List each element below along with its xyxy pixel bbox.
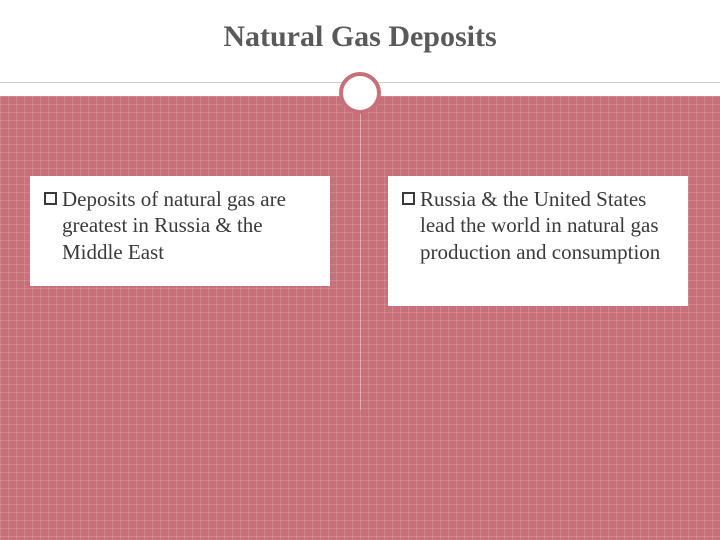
circle-ornament-icon (339, 72, 381, 114)
square-bullet-icon (44, 192, 57, 205)
list-item: Russia & the United States lead the worl… (402, 186, 674, 265)
bullet-text: Deposits of natural gas are greatest in … (62, 186, 316, 265)
slide-container: Natural Gas Deposits Deposits of natural… (0, 0, 720, 540)
list-item: Deposits of natural gas are greatest in … (44, 186, 316, 265)
vertical-divider (360, 110, 361, 410)
right-text-box: Russia & the United States lead the worl… (388, 176, 688, 306)
slide-title: Natural Gas Deposits (0, 0, 720, 54)
square-bullet-icon (402, 192, 415, 205)
left-text-box: Deposits of natural gas are greatest in … (30, 176, 330, 286)
bullet-text: Russia & the United States lead the worl… (420, 186, 674, 265)
